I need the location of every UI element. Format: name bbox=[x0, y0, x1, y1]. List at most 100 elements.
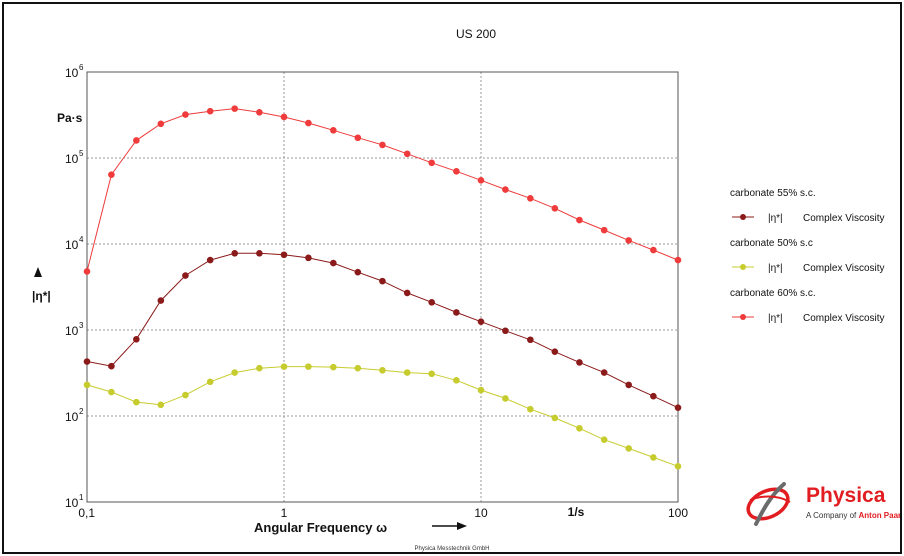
legend-symbol: |η*| bbox=[768, 213, 783, 224]
data-point bbox=[330, 259, 337, 267]
data-point bbox=[206, 378, 214, 386]
series-group bbox=[83, 105, 682, 470]
y-tick-label: 10 bbox=[65, 410, 79, 424]
y-tick-exponent: 2 bbox=[79, 407, 84, 416]
data-point bbox=[477, 318, 485, 325]
y-axis-arrow-icon bbox=[34, 267, 42, 277]
data-point bbox=[280, 251, 288, 259]
y-tick-exponent: 4 bbox=[79, 235, 84, 244]
x-tick-label: 10 bbox=[474, 506, 488, 520]
series-line-3 bbox=[86, 108, 679, 272]
data-point bbox=[576, 359, 583, 366]
y-unit-label: Pa·s bbox=[57, 111, 83, 125]
data-point bbox=[305, 119, 312, 127]
footer-text: Physica Messtechnik GmbH bbox=[414, 546, 490, 552]
data-point bbox=[650, 392, 657, 400]
y-tick-label: 10 bbox=[65, 238, 79, 252]
data-point bbox=[625, 445, 632, 452]
data-point bbox=[354, 364, 362, 372]
data-point bbox=[650, 246, 657, 254]
chart-title: US 200 bbox=[456, 27, 496, 41]
legend-group-label: carbonate 55% s.c. bbox=[730, 188, 816, 199]
legend-series-name: Complex Viscosity bbox=[803, 263, 885, 274]
brand-name: Physica bbox=[806, 484, 886, 507]
data-point bbox=[502, 327, 509, 335]
x-axis-label: Angular Frequency ω bbox=[254, 520, 387, 535]
x-unit-label: 1/s bbox=[568, 505, 585, 519]
brand-tagline: A Company of Anton Paar bbox=[806, 511, 902, 520]
data-point bbox=[108, 171, 115, 178]
data-point bbox=[354, 134, 362, 142]
data-point bbox=[330, 363, 337, 371]
brand-tagline-company: Anton Paar bbox=[858, 511, 902, 520]
x-tick-label: 100 bbox=[668, 506, 688, 520]
legend-group-label: carbonate 50% s.c bbox=[730, 238, 813, 249]
data-point bbox=[403, 289, 411, 297]
y-tick-label: 10 bbox=[65, 496, 79, 510]
data-point bbox=[305, 254, 312, 262]
data-point bbox=[256, 108, 263, 116]
data-point bbox=[157, 297, 165, 304]
legend-series-name: Complex Viscosity bbox=[803, 313, 885, 324]
y-axis-label: |η*| bbox=[32, 289, 51, 303]
data-point bbox=[625, 381, 632, 389]
data-point bbox=[330, 126, 337, 134]
brand-tagline-prefix: A Company of bbox=[806, 511, 857, 520]
data-point bbox=[502, 186, 509, 193]
legend-series-name: Complex Viscosity bbox=[803, 213, 885, 224]
data-point bbox=[551, 414, 559, 422]
legend-symbol: |η*| bbox=[768, 263, 783, 274]
legend-swatch-marker bbox=[740, 264, 746, 270]
data-point bbox=[551, 348, 559, 355]
data-point bbox=[133, 137, 140, 144]
data-point bbox=[280, 113, 288, 121]
data-point bbox=[379, 141, 386, 149]
data-point bbox=[83, 268, 91, 275]
data-point bbox=[157, 120, 165, 128]
data-point bbox=[403, 150, 411, 158]
physica-logo-icon bbox=[746, 482, 791, 526]
data-point bbox=[428, 370, 435, 378]
plot-area bbox=[86, 71, 679, 503]
data-point bbox=[108, 362, 115, 370]
y-tick-label: 10 bbox=[65, 324, 79, 338]
data-point bbox=[527, 405, 534, 413]
data-point bbox=[231, 249, 238, 257]
data-point bbox=[256, 364, 263, 372]
data-point bbox=[108, 388, 115, 396]
data-point bbox=[182, 272, 189, 279]
data-point bbox=[600, 436, 608, 444]
data-point bbox=[379, 277, 386, 285]
data-point bbox=[206, 256, 214, 264]
legend-group-label: carbonate 60% s.c. bbox=[730, 288, 816, 299]
x-tick-label: 1 bbox=[281, 506, 288, 520]
y-tick-label: 10 bbox=[65, 66, 79, 80]
legend-symbol: |η*| bbox=[768, 313, 783, 324]
data-point bbox=[674, 463, 682, 470]
legend: carbonate 55% s.c. |η*| Complex Viscosity c… bbox=[730, 188, 885, 324]
y-tick-exponent: 1 bbox=[79, 493, 84, 502]
y-tick-exponent: 5 bbox=[79, 149, 84, 158]
data-point bbox=[256, 249, 263, 257]
data-point bbox=[231, 369, 238, 376]
data-point bbox=[625, 237, 632, 244]
data-point bbox=[428, 159, 435, 167]
data-point bbox=[551, 205, 559, 212]
data-point bbox=[477, 177, 485, 184]
data-point bbox=[182, 111, 189, 118]
data-point bbox=[477, 386, 485, 394]
data-point bbox=[133, 335, 140, 343]
data-point bbox=[453, 309, 460, 316]
data-point bbox=[576, 216, 583, 224]
data-point bbox=[502, 395, 509, 402]
x-axis-arrowhead-icon bbox=[457, 522, 467, 530]
x-tick-label: 0,1 bbox=[78, 506, 95, 520]
data-point bbox=[453, 377, 460, 384]
legend-swatch-marker bbox=[740, 214, 746, 220]
data-point bbox=[576, 424, 583, 432]
data-point bbox=[453, 168, 460, 175]
data-point bbox=[157, 401, 165, 409]
data-point bbox=[354, 268, 362, 276]
